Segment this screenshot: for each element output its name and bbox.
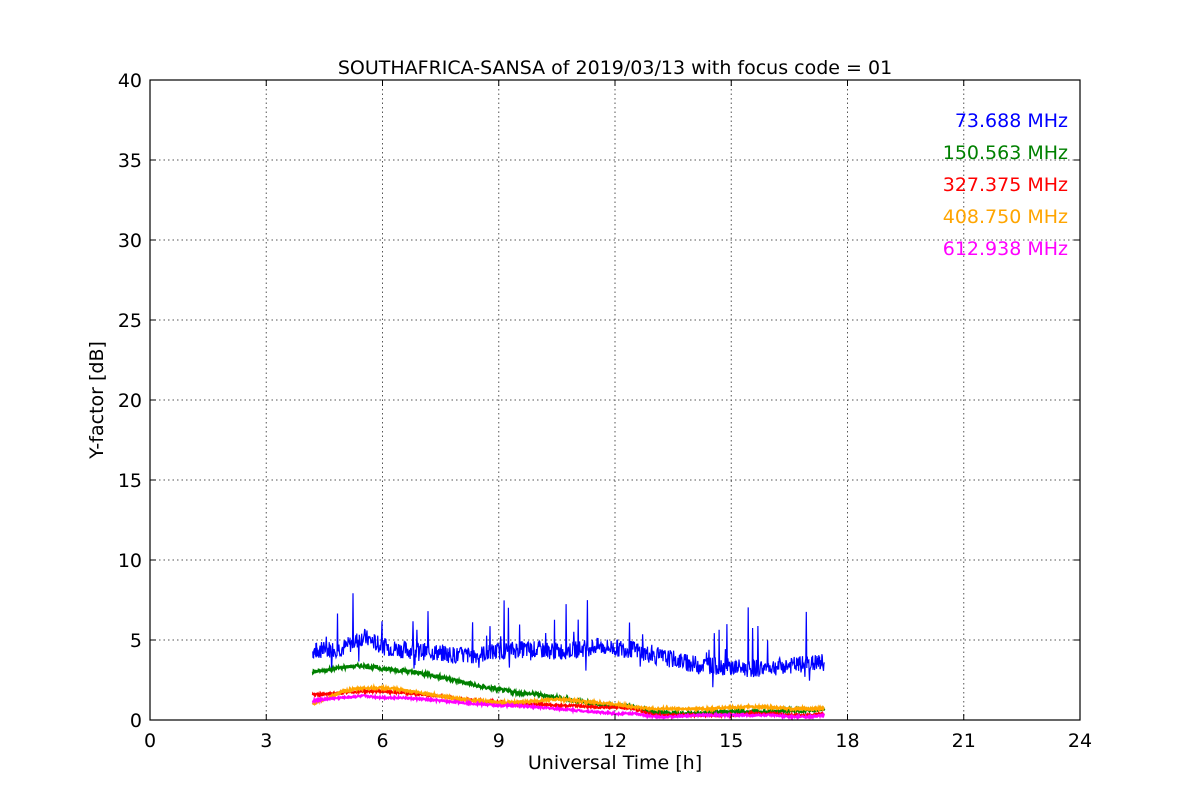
series-line-3 xyxy=(311,682,825,714)
grid-layer xyxy=(150,80,1080,720)
legend-entry-2: 327.375 MHz xyxy=(943,174,1068,196)
legend-entry-0: 73.688 MHz xyxy=(955,110,1068,132)
legend: 73.688 MHz 150.563 MHz 327.375 MHz 408.750 … xyxy=(943,110,1068,260)
y-tick-label: 5 xyxy=(130,630,142,652)
series-layer xyxy=(311,593,826,721)
series-line-0 xyxy=(312,593,825,688)
tick-layer: 0 3 6 9 12 15 18 21 24 0 5 10 15 20 25 30 35 40 xyxy=(118,70,1092,752)
y-tick-label: 40 xyxy=(118,70,142,92)
x-tick-label: 3 xyxy=(260,730,272,752)
legend-entry-4: 612.938 MHz xyxy=(943,238,1068,260)
y-axis-title: Y-factor [dB] xyxy=(86,341,108,460)
y-tick-label: 20 xyxy=(118,390,142,412)
x-tick-label: 21 xyxy=(952,730,976,752)
y-tick-label: 15 xyxy=(118,470,142,492)
series-line-4 xyxy=(311,692,825,721)
legend-entry-1: 150.563 MHz xyxy=(943,142,1068,164)
x-tick-label: 15 xyxy=(719,730,743,752)
y-tick-label: 30 xyxy=(118,230,142,252)
x-tick-label: 18 xyxy=(835,730,859,752)
y-tick-label: 10 xyxy=(118,550,142,572)
x-tick-label: 6 xyxy=(376,730,388,752)
y-tick-label: 0 xyxy=(130,710,142,732)
legend-entry-3: 408.750 MHz xyxy=(943,206,1068,228)
x-tick-label: 24 xyxy=(1068,730,1092,752)
y-tick-label: 35 xyxy=(118,150,142,172)
y-tick-label: 25 xyxy=(118,310,142,332)
x-tick-label: 0 xyxy=(144,730,156,752)
x-tick-label: 12 xyxy=(603,730,627,752)
x-tick-label: 9 xyxy=(493,730,505,752)
x-axis-title: Universal Time [h] xyxy=(528,752,702,774)
chart-title: SOUTHAFRICA-SANSA of 2019/03/13 with foc… xyxy=(338,57,892,79)
